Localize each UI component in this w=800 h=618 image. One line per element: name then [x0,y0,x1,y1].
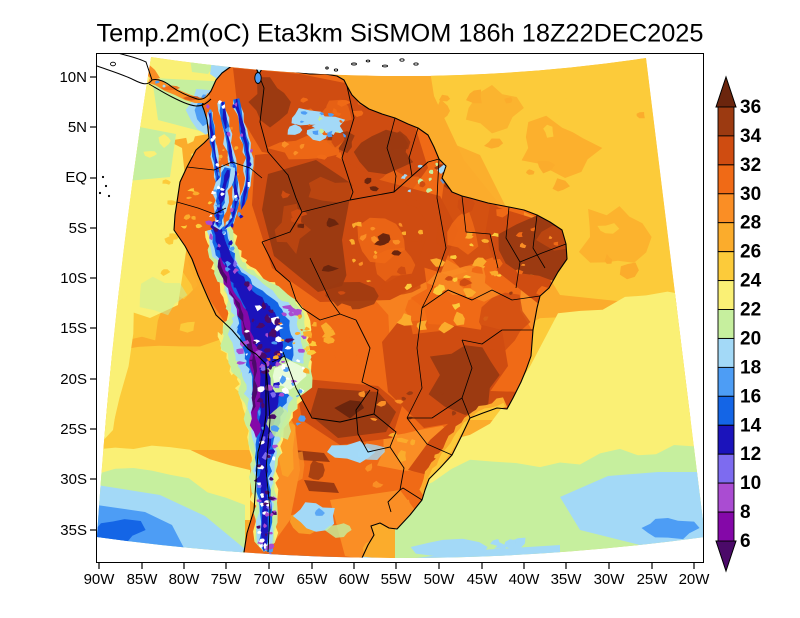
svg-text:25W: 25W [637,571,669,588]
svg-text:35S: 35S [60,522,87,539]
svg-text:18: 18 [740,357,761,378]
svg-text:35W: 35W [551,571,583,588]
svg-text:EQ: EQ [65,169,87,186]
svg-text:75W: 75W [211,571,243,588]
svg-text:15S: 15S [60,320,87,337]
svg-text:Temp.2m(oC) Eta3km SiSMOM 186h: Temp.2m(oC) Eta3km SiSMOM 186h 18Z22DEC2… [97,20,704,48]
svg-text:28: 28 [740,213,761,234]
svg-text:36: 36 [740,97,761,118]
svg-text:14: 14 [740,415,762,436]
svg-text:24: 24 [740,271,762,292]
svg-text:26: 26 [740,242,761,263]
svg-text:34: 34 [740,126,762,147]
svg-text:50W: 50W [424,571,456,588]
svg-text:45W: 45W [467,571,499,588]
svg-text:8: 8 [740,502,751,523]
svg-text:20W: 20W [679,571,711,588]
svg-text:20: 20 [740,329,761,350]
svg-text:10S: 10S [60,270,87,287]
svg-text:20S: 20S [60,371,87,388]
svg-text:90W: 90W [84,571,116,588]
svg-text:25S: 25S [60,421,87,438]
svg-text:60W: 60W [339,571,371,588]
svg-text:10: 10 [740,473,761,494]
svg-text:10N: 10N [59,69,87,86]
svg-text:55W: 55W [381,571,413,588]
svg-text:6: 6 [740,531,751,552]
svg-text:70W: 70W [254,571,286,588]
svg-text:30: 30 [740,184,761,205]
svg-text:85W: 85W [127,571,159,588]
svg-text:5N: 5N [68,119,87,136]
svg-text:12: 12 [740,444,761,465]
svg-text:65W: 65W [297,571,329,588]
svg-text:40W: 40W [509,571,541,588]
svg-text:32: 32 [740,155,761,176]
svg-text:30W: 30W [594,571,626,588]
svg-text:5S: 5S [69,220,87,237]
svg-text:30S: 30S [60,471,87,488]
svg-text:22: 22 [740,300,761,321]
svg-text:80W: 80W [169,571,201,588]
svg-text:16: 16 [740,386,761,407]
